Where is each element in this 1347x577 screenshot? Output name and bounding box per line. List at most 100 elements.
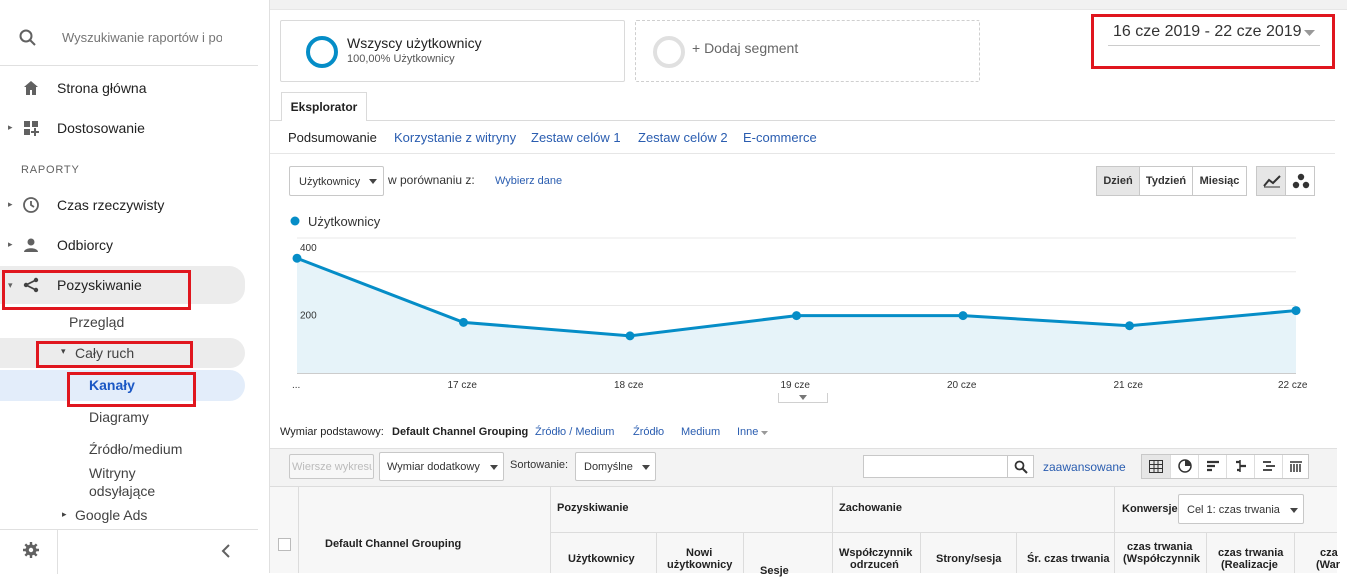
column-goal-conversion-rate[interactable]: czas trwania bbox=[1127, 541, 1193, 553]
dimension-medium[interactable]: Medium bbox=[681, 426, 721, 438]
data-point[interactable] bbox=[792, 311, 801, 321]
sidebar-item-referrals[interactable]: Witryny bbox=[89, 465, 136, 481]
report-search[interactable]: Wyszukiwanie raportów i po bbox=[0, 10, 258, 66]
choose-metric-link[interactable]: Wybierz dane bbox=[495, 175, 563, 187]
granularity-month-button[interactable]: Miesiąc bbox=[1192, 166, 1247, 196]
motion-chart-button[interactable] bbox=[1285, 166, 1315, 196]
column-goal-value[interactable]: cza bbox=[1320, 547, 1338, 559]
chevron-down-icon bbox=[799, 395, 807, 400]
column-sessions[interactable]: Sesje bbox=[760, 565, 789, 577]
bar-list-icon bbox=[1207, 460, 1219, 472]
chart-points bbox=[292, 253, 1301, 341]
performance-view-button[interactable] bbox=[1198, 455, 1226, 478]
column-bounce-rate[interactable]: Współczynnik bbox=[839, 547, 913, 559]
pie-view-button[interactable] bbox=[1170, 455, 1198, 478]
x-tick-label: 18 cze bbox=[614, 380, 644, 391]
subtab-site-usage[interactable]: Korzystanie z witryny bbox=[394, 130, 517, 145]
empty-segment-icon bbox=[653, 36, 685, 68]
dimension-source-medium[interactable]: Źródło / Medium bbox=[535, 426, 615, 438]
bubble-chart-icon bbox=[1292, 173, 1310, 189]
segment-name: Wszyscy użytkownicy bbox=[347, 35, 482, 51]
expand-caret-icon: ▸ bbox=[8, 199, 13, 209]
sidebar-item-source-medium[interactable]: Źródło/medium bbox=[89, 441, 183, 457]
sidebar-item-treemaps[interactable]: Diagramy bbox=[89, 409, 149, 425]
column-default-channel-grouping[interactable]: Default Channel Grouping bbox=[325, 538, 462, 550]
sidebar-item-customization[interactable]: ▸ Dostosowanie bbox=[0, 112, 258, 144]
subtab-divider bbox=[270, 153, 1335, 154]
dimension-default-channel-grouping[interactable]: Default Channel Grouping bbox=[392, 426, 529, 438]
sidebar-item-all-traffic[interactable]: Cały ruch bbox=[75, 345, 135, 361]
data-point[interactable] bbox=[1125, 321, 1134, 331]
column-new-users[interactable]: Nowi bbox=[686, 547, 713, 559]
subtab-summary[interactable]: Podsumowanie bbox=[288, 130, 377, 145]
column-users[interactable]: Użytkownicy bbox=[568, 553, 635, 565]
data-point[interactable] bbox=[459, 317, 468, 327]
column-goal-value-line2: (War bbox=[1316, 559, 1341, 571]
metric-select[interactable]: Użytkownicy bbox=[289, 166, 384, 196]
line-chart-button[interactable] bbox=[1256, 166, 1286, 196]
collapse-caret-icon: ▾ bbox=[61, 346, 66, 356]
dimension-other[interactable]: Inne bbox=[737, 426, 759, 438]
sidebar-item-acquisition[interactable]: ▾ Pozyskiwanie bbox=[0, 269, 258, 301]
expand-caret-icon: ▸ bbox=[8, 122, 13, 132]
sidebar-item-overview[interactable]: Przegląd bbox=[69, 314, 125, 330]
person-icon bbox=[24, 238, 38, 252]
chart-x-ticks: ... 17 cze 18 cze 19 cze 20 cze 21 cze 22 cze bbox=[292, 380, 1308, 391]
table-search-input[interactable] bbox=[863, 455, 1008, 478]
sidebar-item-channels[interactable]: Kanały bbox=[89, 377, 135, 393]
legend-label: Użytkownicy bbox=[308, 214, 381, 229]
comparison-icon bbox=[1236, 460, 1246, 472]
sidebar: Wyszukiwanie raportów i po Strona główna… bbox=[0, 0, 270, 574]
column-goal-completions[interactable]: czas trwania bbox=[1218, 547, 1284, 559]
gear-icon[interactable] bbox=[22, 541, 40, 559]
chart-resize-handle[interactable] bbox=[778, 393, 828, 403]
collapse-sidebar-icon[interactable] bbox=[220, 544, 232, 558]
select-all-checkbox[interactable] bbox=[278, 538, 291, 551]
table-search-button[interactable] bbox=[1007, 455, 1034, 478]
highlight-box bbox=[2, 270, 191, 310]
sidebar-item-realtime[interactable]: ▸ Czas rzeczywisty bbox=[0, 189, 258, 221]
goal-select[interactable]: Cel 1: czas trwania bbox=[1178, 494, 1304, 524]
table-header bbox=[270, 486, 1337, 573]
pivot-view-button[interactable] bbox=[1282, 455, 1309, 478]
granularity-day-button[interactable]: Dzień bbox=[1096, 166, 1140, 196]
sidebar-item-home[interactable]: Strona główna bbox=[0, 72, 258, 104]
plot-rows-button[interactable]: Wiersze wykresu bbox=[289, 454, 374, 479]
sort-select[interactable]: Domyślne bbox=[575, 452, 656, 481]
advanced-filter-link[interactable]: zaawansowane bbox=[1043, 460, 1126, 474]
column-avg-session-duration[interactable]: Śr. czas trwania bbox=[1027, 553, 1110, 565]
comparison-view-button[interactable] bbox=[1226, 455, 1254, 478]
column-pages-per-session[interactable]: Strony/sesja bbox=[936, 553, 1002, 565]
data-point[interactable] bbox=[625, 331, 635, 341]
expand-caret-icon: ▸ bbox=[62, 509, 67, 519]
data-point[interactable] bbox=[1291, 306, 1301, 316]
data-table-view-button[interactable] bbox=[1142, 455, 1170, 478]
group-acquisition: Pozyskiwanie bbox=[557, 502, 629, 514]
segment-all-users[interactable]: Wszyscy użytkownicy 100,00% Użytkownicy bbox=[280, 20, 625, 82]
date-range-picker[interactable]: 16 cze 2019 - 22 cze 2019 bbox=[1108, 22, 1320, 46]
sort-label: Sortowanie: bbox=[510, 459, 569, 471]
plot-rows-label: Wiersze wykresu bbox=[292, 461, 372, 473]
search-input[interactable]: Wyszukiwanie raportów i po bbox=[62, 30, 222, 45]
subtab-ecommerce[interactable]: E-commerce bbox=[743, 130, 817, 145]
primary-dimension-label: Wymiar podstawowy: bbox=[280, 426, 384, 438]
reports-section-label: RAPORTY bbox=[21, 164, 80, 176]
dimension-source[interactable]: Źródło bbox=[633, 426, 665, 438]
y-tick-label: 200 bbox=[300, 311, 317, 322]
term-cloud-view-button[interactable] bbox=[1254, 455, 1282, 478]
sidebar-item-label: Czas rzeczywisty bbox=[57, 197, 165, 213]
secondary-dimension-select[interactable]: Wymiar dodatkowy bbox=[379, 452, 504, 481]
sidebar-item-google-ads[interactable]: Google Ads bbox=[75, 507, 148, 523]
view-switcher bbox=[1141, 454, 1309, 479]
data-point[interactable] bbox=[958, 311, 968, 321]
x-tick-label: 19 cze bbox=[781, 380, 811, 391]
tab-explorer[interactable]: Eksplorator bbox=[281, 92, 367, 121]
subtab-goal-set-1[interactable]: Zestaw celów 1 bbox=[531, 130, 621, 145]
dropdown-arrow-icon bbox=[369, 179, 377, 184]
subtab-goal-set-2[interactable]: Zestaw celów 2 bbox=[638, 130, 728, 145]
data-point[interactable] bbox=[292, 253, 302, 263]
sidebar-item-audience[interactable]: ▸ Odbiorcy bbox=[0, 229, 258, 261]
add-segment-button[interactable]: + Dodaj segment bbox=[635, 20, 980, 82]
dropdown-arrow-icon bbox=[642, 465, 650, 470]
granularity-week-button[interactable]: Tydzień bbox=[1139, 166, 1193, 196]
